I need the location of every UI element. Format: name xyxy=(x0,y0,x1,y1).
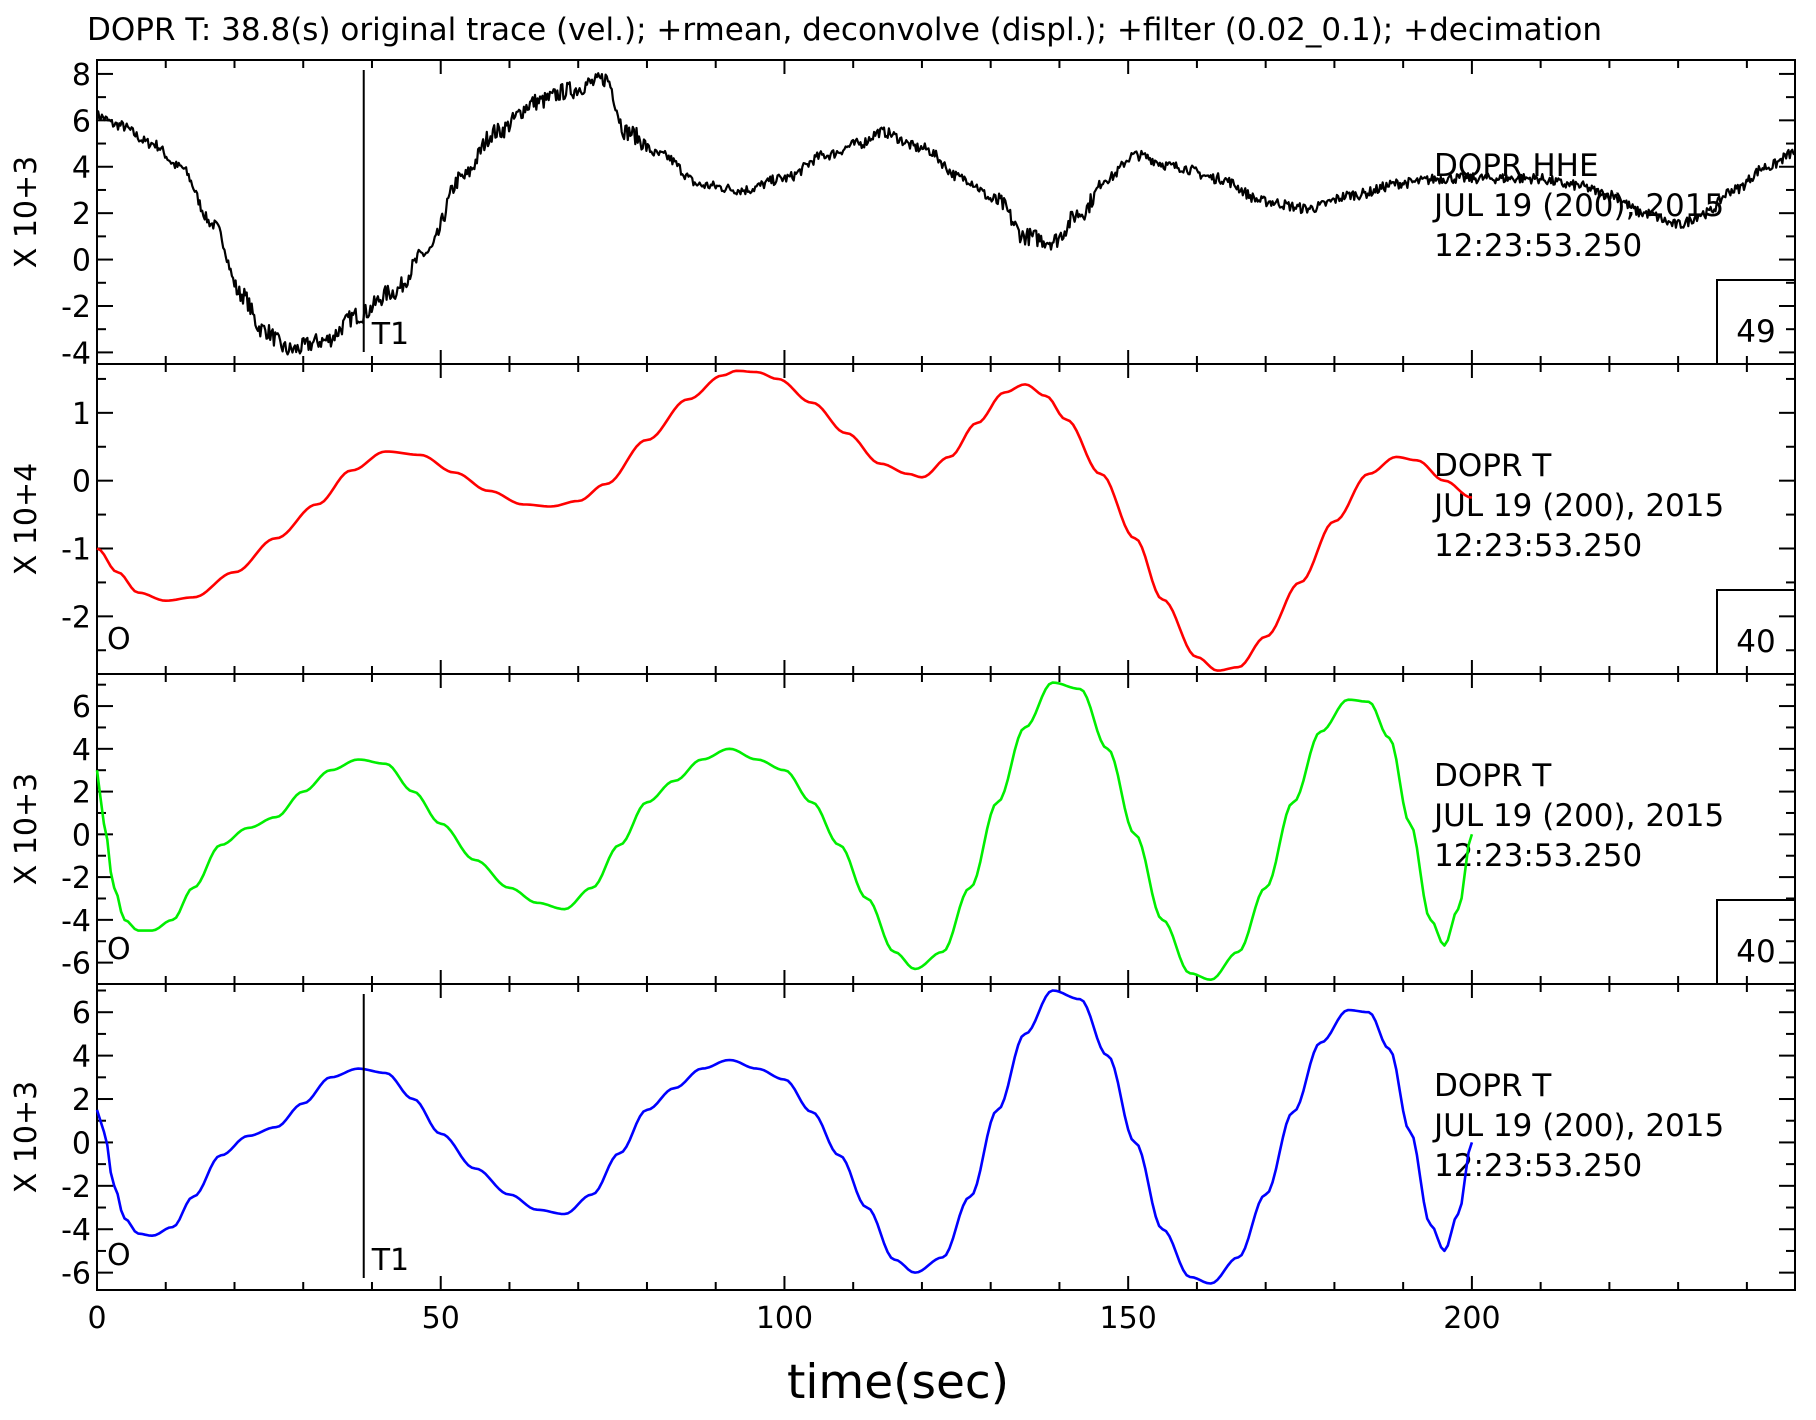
station-info-line: JUL 19 (200), 2015 xyxy=(1432,488,1724,524)
station-info-line: JUL 19 (200), 2015 xyxy=(1432,798,1724,834)
x-axis-title: time(sec) xyxy=(787,1355,1009,1410)
station-info-line: 12:23:53.250 xyxy=(1434,528,1642,564)
marker-label: T1 xyxy=(371,317,409,352)
y-tick-label: 6 xyxy=(72,690,91,725)
y-tick-label: 8 xyxy=(72,58,91,93)
station-info-line: DOPR T xyxy=(1434,1068,1552,1104)
y-tick-label: 1 xyxy=(72,397,91,432)
trace-line xyxy=(96,369,1473,672)
y-tick-label: -2 xyxy=(61,1170,91,1205)
station-info-line: JUL 19 (200), 2015 xyxy=(1432,188,1724,224)
y-tick-label: 4 xyxy=(72,1040,91,1075)
y-tick-label: 2 xyxy=(72,776,91,811)
y-axis-label: X 10+3 xyxy=(9,773,44,886)
y-tick-label: -2 xyxy=(61,600,91,635)
y-axis-label: X 10+3 xyxy=(9,1081,44,1194)
station-info-line: DOPR T xyxy=(1434,448,1552,484)
trace-line xyxy=(95,989,1474,1285)
x-tick-label: 100 xyxy=(756,1301,813,1336)
marker-label: O xyxy=(107,622,131,657)
y-tick-label: -2 xyxy=(61,861,91,896)
y-tick-label: -6 xyxy=(61,947,91,982)
y-tick-label: 0 xyxy=(72,1126,91,1161)
box-value: 49 xyxy=(1736,314,1775,350)
marker-label: O xyxy=(107,932,131,967)
y-tick-label: -6 xyxy=(61,1257,91,1292)
x-tick-label: 150 xyxy=(1100,1301,1157,1336)
box-frame xyxy=(1716,899,1795,984)
box-value: 40 xyxy=(1736,934,1775,970)
y-tick-label: 0 xyxy=(72,244,91,279)
y-tick-label: 6 xyxy=(72,104,91,139)
x-tick-label: 200 xyxy=(1443,1301,1500,1336)
figure-title: DOPR T: 38.8(s) original trace (vel.); +… xyxy=(87,12,1602,48)
box-frame xyxy=(1716,589,1795,674)
y-axis-label: X 10+4 xyxy=(9,463,44,576)
y-tick-label: 6 xyxy=(72,996,91,1031)
y-tick-label: -2 xyxy=(61,290,91,325)
station-info-line: JUL 19 (200), 2015 xyxy=(1432,1108,1724,1144)
y-tick-label: 2 xyxy=(72,1083,91,1118)
x-tick-label: 0 xyxy=(87,1301,106,1336)
x-tick-label: 50 xyxy=(422,1301,460,1336)
y-tick-label: 0 xyxy=(72,465,91,500)
trace-line xyxy=(95,72,1796,356)
y-tick-label: 4 xyxy=(72,733,91,768)
panel-frame xyxy=(96,983,1796,1291)
box-frame xyxy=(1716,279,1795,364)
panel-green: -6 -4 -2 0 2 4 6 X 10+3 DOPR T JUL 19 (200), 2015… xyxy=(9,673,1796,985)
y-tick-label: 4 xyxy=(72,151,91,186)
panel-blue: -6 -4 -2 0 2 4 6 X 10+3 DOPR T JUL 19 (200), 2015… xyxy=(9,983,1796,1292)
station-info-line: 12:23:53.250 xyxy=(1434,228,1642,264)
marker-label: O xyxy=(107,1238,131,1273)
y-tick-label: 2 xyxy=(72,197,91,232)
y-tick-label: -1 xyxy=(61,533,91,568)
panel-red: -2 -1 0 1 X 10+4 DOPR T JUL 19 (200), 2015 12:2… xyxy=(9,363,1796,675)
y-tick-label: -4 xyxy=(61,1213,91,1248)
trace-line xyxy=(95,681,1474,982)
time-axis: 0 50 100 150 200 xyxy=(87,1301,1500,1336)
box-value: 40 xyxy=(1736,624,1775,660)
marker-label: T1 xyxy=(371,1243,409,1278)
y-axis-label: X 10+3 xyxy=(9,156,44,269)
y-tick-label: 0 xyxy=(72,818,91,853)
y-tick-label: -4 xyxy=(61,336,91,371)
y-tick-label: -4 xyxy=(61,904,91,939)
station-info-line: DOPR T xyxy=(1434,758,1552,794)
